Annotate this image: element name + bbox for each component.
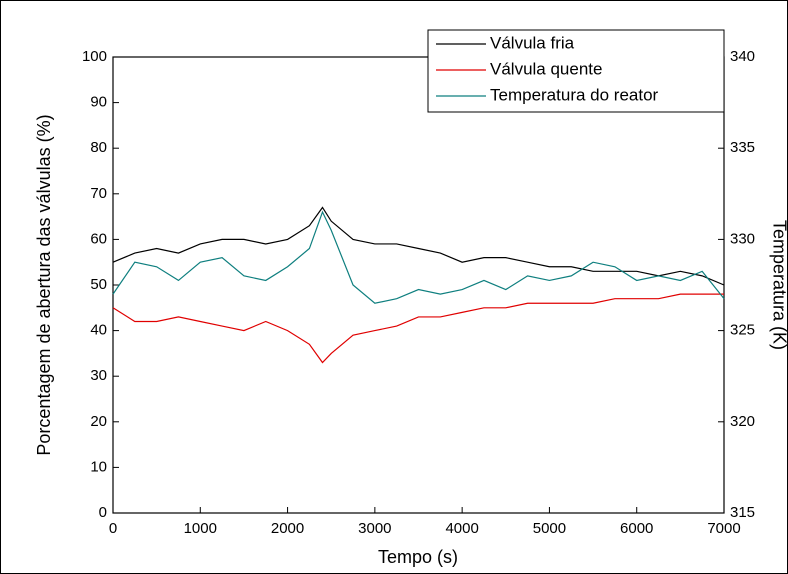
y-axis-label: Porcentagem de abertura das válvulas (%)	[34, 114, 54, 455]
legend-label: Válvula fria	[490, 33, 575, 52]
x-tick-label: 7000	[707, 520, 740, 537]
x-axis-label: Tempo (s)	[378, 547, 458, 567]
y-tick-label: 100	[82, 48, 107, 65]
x-tick-label: 6000	[620, 520, 653, 537]
plot-area	[112, 56, 725, 514]
y-tick-label: 80	[90, 139, 107, 156]
x-tick-label: 3000	[358, 520, 391, 537]
x-tick-label: 2000	[271, 520, 304, 537]
y-tick-label: 0	[99, 504, 107, 521]
y-tick-label: 40	[90, 322, 107, 339]
y-tick-label: 50	[90, 276, 107, 293]
legend-label: Válvula quente	[490, 59, 602, 78]
y-tick-label: 70	[90, 185, 107, 202]
x-tick-label: 5000	[533, 520, 566, 537]
y-tick-label: 30	[90, 367, 107, 384]
y-tick-label: 60	[90, 230, 107, 247]
y2-tick-label: 325	[730, 322, 755, 339]
series-line	[112, 293, 724, 364]
y-tick-label: 20	[90, 413, 107, 430]
x-tick-label: 1000	[184, 520, 217, 537]
y2-tick-label: 330	[730, 230, 755, 247]
y2-tick-label: 340	[730, 48, 755, 65]
y2-tick-label: 335	[730, 139, 755, 156]
x-tick-label: 0	[109, 520, 117, 537]
y-tick-label: 10	[90, 458, 107, 475]
series-line	[112, 210, 725, 304]
y2-tick-label: 315	[730, 504, 755, 521]
legend-label: Temperatura do reator	[490, 85, 659, 104]
y2-tick-label: 320	[730, 413, 755, 430]
y-tick-label: 90	[90, 94, 107, 111]
y2-axis-label: Temperatura (K)	[769, 220, 788, 350]
series-line	[112, 206, 725, 286]
x-tick-label: 4000	[445, 520, 478, 537]
